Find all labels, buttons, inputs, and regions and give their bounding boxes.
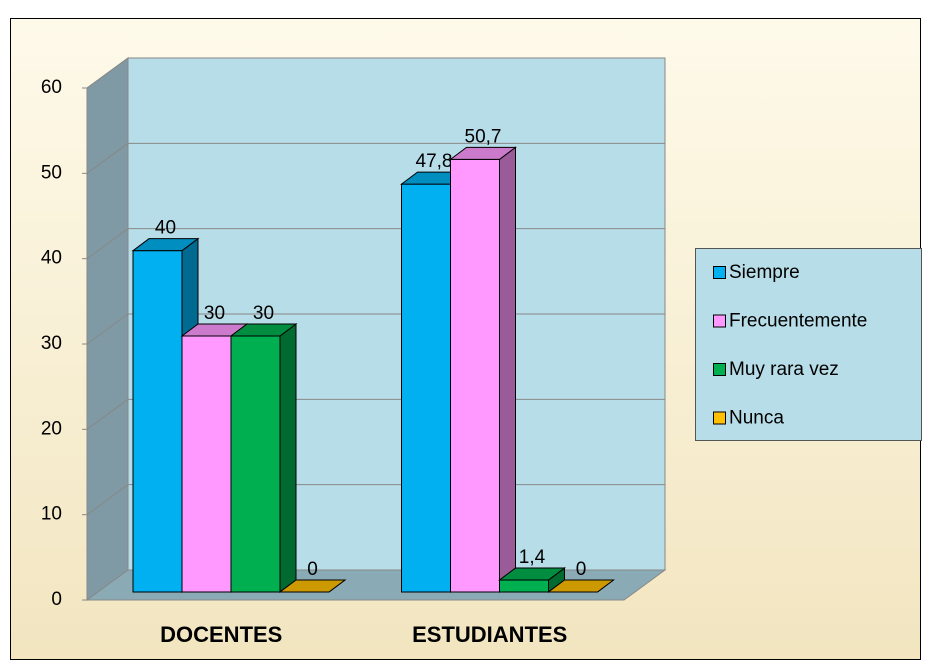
y-tick-label: 10 <box>41 504 62 525</box>
bar <box>499 579 549 593</box>
legend-label: Frecuentemente <box>729 311 867 332</box>
legend-swatch <box>713 363 726 376</box>
data-label: 0 <box>576 559 587 580</box>
legend-label: Nunca <box>729 408 784 429</box>
y-tick-label: 20 <box>41 418 62 439</box>
data-label: 0 <box>307 559 318 580</box>
grid-line <box>86 228 129 260</box>
y-tick-label: 50 <box>41 162 62 183</box>
bar <box>401 183 451 593</box>
y-tick-label: 0 <box>51 589 62 610</box>
bar-top <box>229 323 298 337</box>
bar <box>181 335 232 593</box>
data-label: 47,8 <box>416 151 453 172</box>
legend-swatch <box>713 411 726 425</box>
legend-label: Siempre <box>729 262 800 283</box>
y-tick-label: 40 <box>41 248 62 269</box>
grid-line <box>86 484 129 516</box>
bar-top <box>547 579 615 593</box>
bar-side <box>499 146 516 593</box>
data-label: 30 <box>204 303 225 324</box>
data-label: 50,7 <box>465 126 502 147</box>
legend-label: Muy rara vez <box>729 359 839 380</box>
grid-line <box>86 398 129 430</box>
data-label: 40 <box>155 218 176 239</box>
y-tick-label: 30 <box>41 333 62 354</box>
legend-swatch <box>713 314 726 328</box>
y-tick-label: 60 <box>41 77 62 98</box>
bar-top <box>498 567 566 581</box>
bar <box>450 158 500 593</box>
x-tick-label: ESTUDIANTES <box>412 622 567 647</box>
legend <box>695 248 922 441</box>
bar-side <box>279 323 297 593</box>
grid-line <box>86 142 129 174</box>
bar-top <box>278 579 347 593</box>
bar-top <box>131 238 200 252</box>
grid-line <box>86 313 129 345</box>
bar <box>230 335 281 593</box>
data-label: 30 <box>253 303 274 324</box>
data-label: 1,4 <box>519 547 546 568</box>
bar-top <box>449 146 517 160</box>
grid-line <box>86 57 129 89</box>
bar <box>132 250 183 593</box>
x-tick-label: DOCENTES <box>160 622 282 647</box>
legend-swatch <box>713 266 726 279</box>
